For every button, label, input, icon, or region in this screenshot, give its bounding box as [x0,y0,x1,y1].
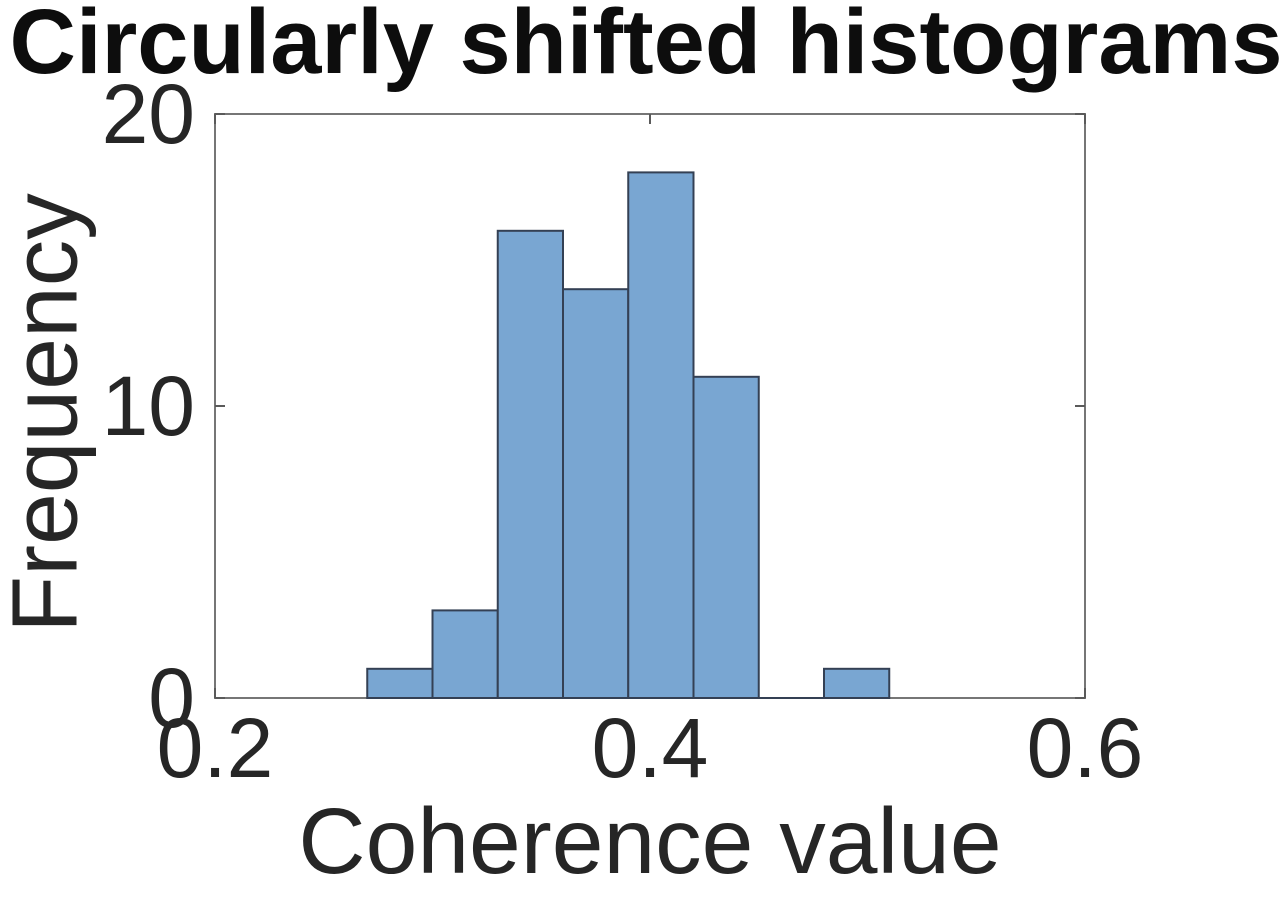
x-tick-label: 0.2 [156,701,274,795]
chart-title: Circularly shifted histograms [9,0,1283,93]
histogram-bar [496,229,564,700]
y-axis-label: Frequency [0,193,97,633]
x-tick-label: 0.4 [591,701,709,795]
y-tick-label: 0 [148,651,195,745]
histogram-bar [562,288,630,699]
y-tick-label: 10 [101,359,195,453]
histogram-bar [823,667,891,699]
x-axis-label: Coherence value [298,789,1002,893]
histogram-bar [431,609,499,700]
y-tick-label: 20 [101,67,195,161]
histogram-bar [692,375,760,699]
histogram-bar [366,667,434,699]
x-tick-label: 0.6 [1026,701,1144,795]
histogram-bar [627,171,695,699]
